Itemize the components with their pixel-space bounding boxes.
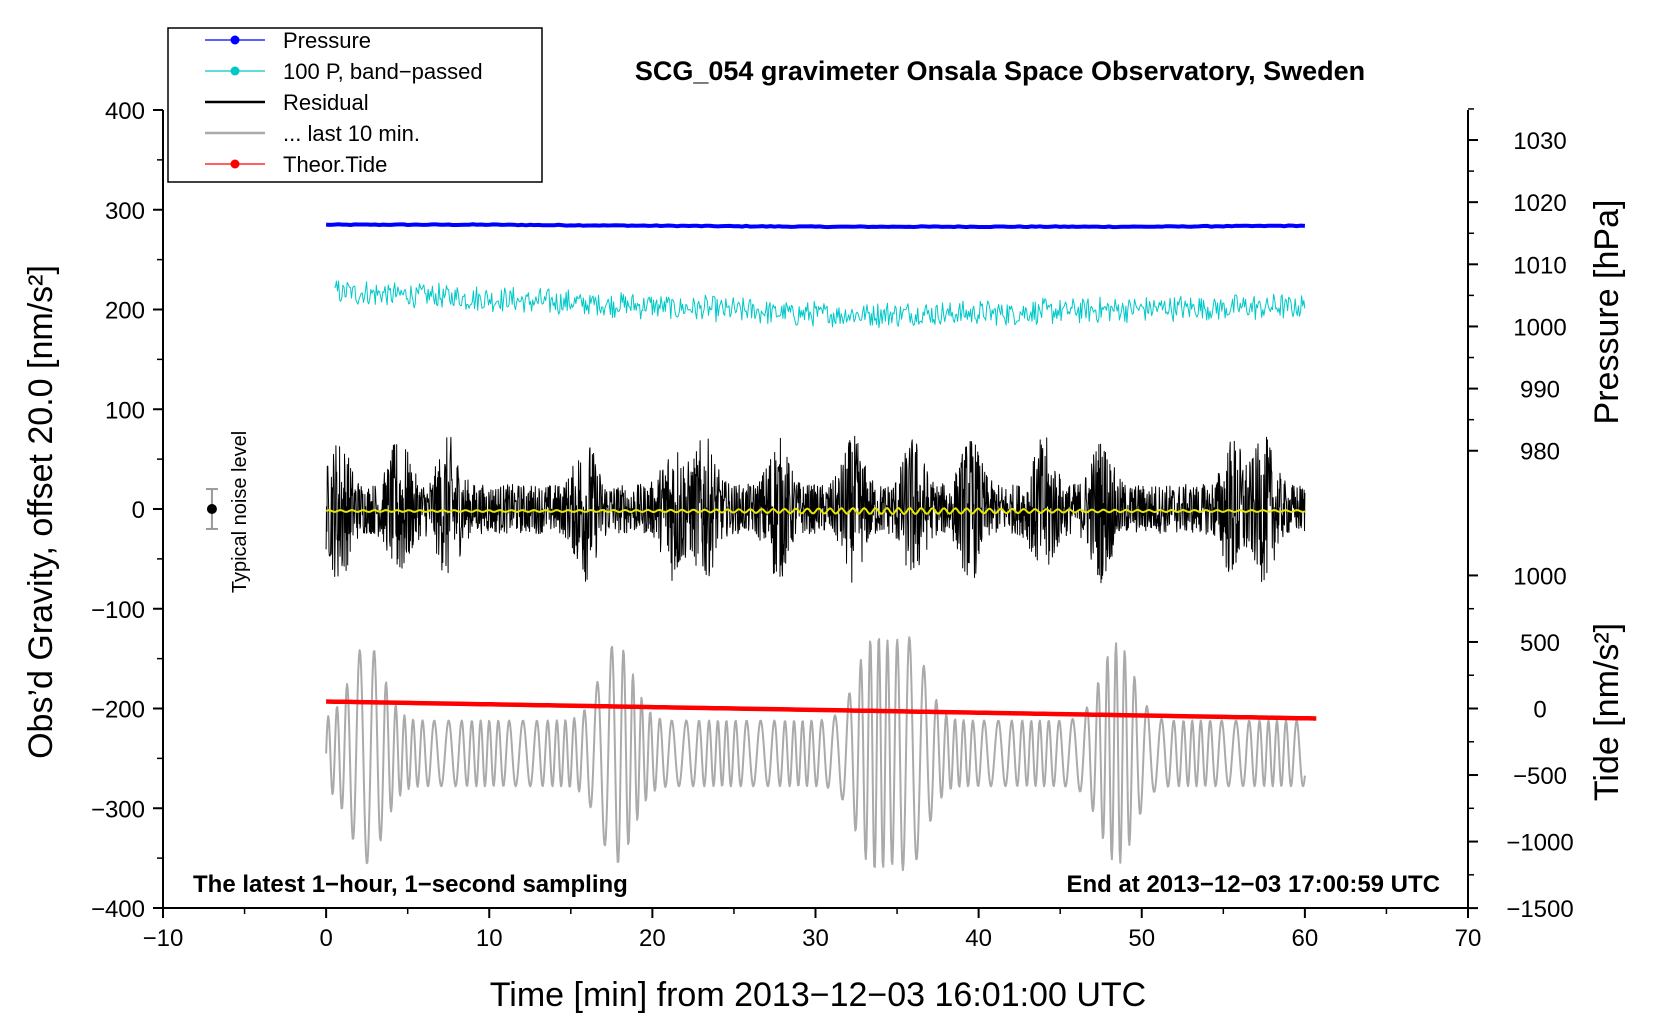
pressure-tick-label: 980 xyxy=(1520,439,1560,466)
legend-marker xyxy=(230,35,240,45)
noise-bar-dot xyxy=(206,504,217,514)
x-tick-label: 30 xyxy=(802,925,829,952)
legend-label: Residual xyxy=(283,90,369,115)
x-tick-label: 40 xyxy=(965,925,992,952)
series-tide-line xyxy=(326,699,1317,721)
y-tick-label: 200 xyxy=(105,298,145,325)
y-axis-label-left: Obs’d Gravity, offset 20.0 [nm/s²] xyxy=(22,265,60,759)
tide-tick-label: 1000 xyxy=(1513,563,1566,590)
x-tick-label: 70 xyxy=(1455,925,1482,952)
pressure-tick-label: 1000 xyxy=(1513,314,1566,341)
y-tick-label: 400 xyxy=(105,98,145,125)
legend-label: ... last 10 min. xyxy=(283,121,420,146)
legend-marker xyxy=(230,159,240,169)
noise-level-bar xyxy=(205,488,218,530)
x-tick-label: 10 xyxy=(476,925,503,952)
legend-box xyxy=(167,27,543,183)
pressure-tick-label: 1010 xyxy=(1513,252,1566,279)
x-axis-ticks: −10 0 10 20 30 40 50 60 70 xyxy=(143,908,1482,952)
tide-tick-label: −500 xyxy=(1513,763,1567,790)
pressure-axis-ticks: 1030 1020 1010 1000 990 980 xyxy=(1468,108,1567,466)
y-axis-label-tide: Tide [nm/s²] xyxy=(1588,623,1626,801)
annotation-left: The latest 1−hour, 1−second sampling xyxy=(193,871,628,898)
pressure-tick-label: 1030 xyxy=(1513,128,1566,155)
annotation-right: End at 2013−12−03 17:00:59 UTC xyxy=(1066,871,1440,898)
x-axis-label: Time [min] from 2013−12−03 16:01:00 UTC xyxy=(490,976,1146,1014)
y-tick-label: 300 xyxy=(105,198,145,225)
x-tick-label: 50 xyxy=(1128,925,1155,952)
series-pressure-line xyxy=(325,222,1306,230)
legend-label: Theor.Tide xyxy=(283,152,387,177)
y-tick-label: −100 xyxy=(91,597,145,624)
y-tick-label: −400 xyxy=(91,896,145,923)
pressure-tick-label: 1020 xyxy=(1513,190,1566,217)
pressure-tick-label: 990 xyxy=(1520,377,1560,404)
legend-marker xyxy=(230,66,240,76)
series-last10min-line xyxy=(325,636,1306,872)
tide-tick-label: 500 xyxy=(1520,630,1560,657)
y-tick-label: 0 xyxy=(132,497,145,524)
y-axis-label-pressure: Pressure [hPa] xyxy=(1588,200,1626,425)
noise-level-label: Typical noise level xyxy=(229,431,251,593)
x-tick-label: −10 xyxy=(143,925,184,952)
tide-tick-label: −1000 xyxy=(1506,830,1573,857)
series-residual-line xyxy=(325,435,1306,584)
x-tick-label: 60 xyxy=(1292,925,1319,952)
tide-axis-ticks: 1000 500 0 −500 −1000 −1500 xyxy=(1468,563,1574,923)
x-tick-label: 0 xyxy=(319,925,332,952)
x-tick-label: 20 xyxy=(639,925,666,952)
y-axis-ticks: 400 300 200 100 0 −100 −200 −300 −400 xyxy=(91,98,163,923)
series-residual-smoothed-line xyxy=(325,507,1306,515)
tide-tick-label: 0 xyxy=(1533,697,1546,724)
legend-label: Pressure xyxy=(283,28,371,53)
legend: Pressure 100 P, band−passed Residual ... la… xyxy=(167,27,543,183)
chart-title: SCG_054 gravimeter Onsala Space Observat… xyxy=(635,56,1365,86)
y-tick-label: −200 xyxy=(91,697,145,724)
y-tick-label: 100 xyxy=(105,397,145,424)
series-bandpassed-line xyxy=(334,280,1306,329)
y-tick-label: −300 xyxy=(91,796,145,823)
series-layer xyxy=(325,222,1317,872)
legend-label: 100 P, band−passed xyxy=(283,59,483,84)
tide-tick-label: −1500 xyxy=(1506,896,1573,923)
